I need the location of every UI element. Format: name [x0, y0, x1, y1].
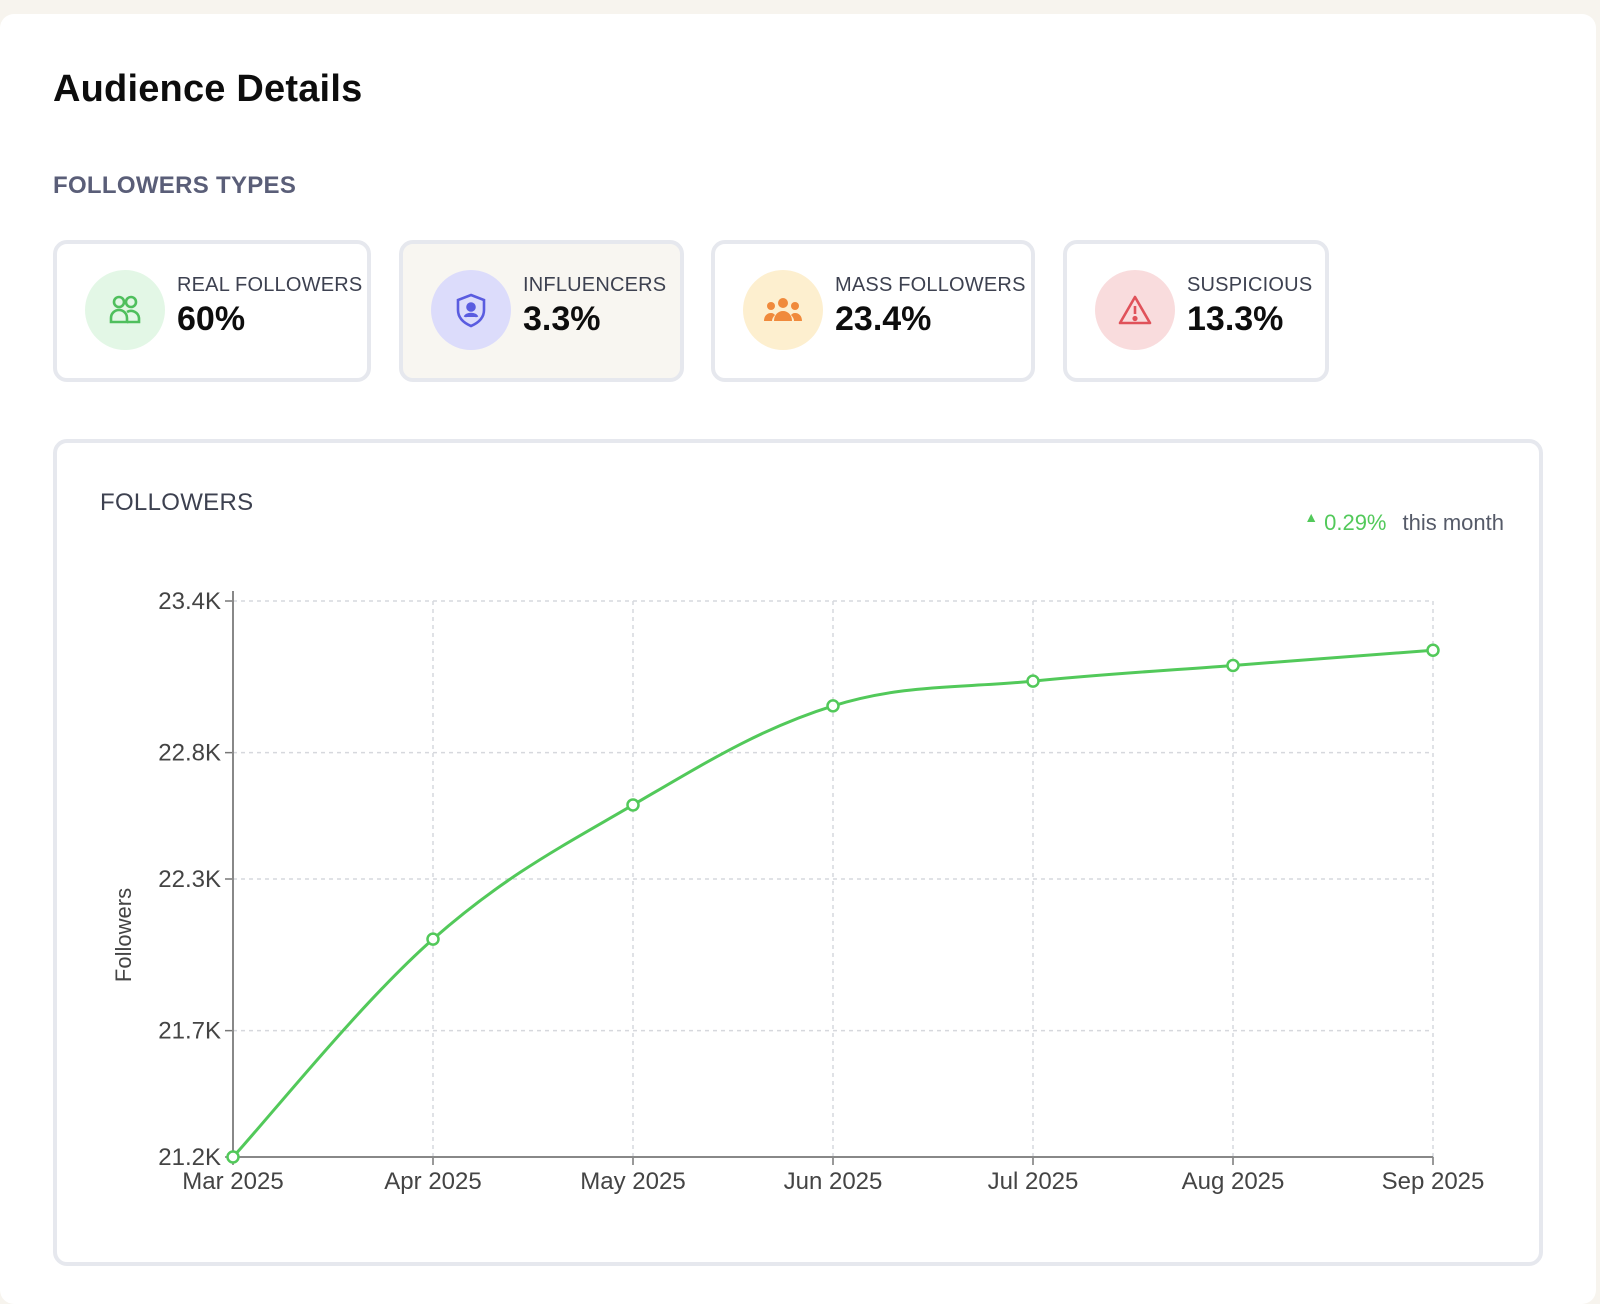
card-label: REAL FOLLOWERS [177, 274, 363, 296]
data-point [826, 699, 840, 713]
chart-title: FOLLOWERS [100, 489, 254, 516]
x-tick-label: Apr 2025 [384, 1168, 481, 1195]
series-line [231, 648, 1434, 1159]
shield-user-icon [431, 270, 511, 350]
card-mass-followers[interactable]: MASS FOLLOWERS 23.4% [711, 240, 1035, 382]
x-tick-label: Mar 2025 [182, 1168, 283, 1195]
data-point [226, 1150, 240, 1164]
card-label: INFLUENCERS [523, 274, 667, 296]
y-axis-label: Followers [111, 888, 136, 982]
card-label: MASS FOLLOWERS [835, 274, 1026, 296]
card-influencers[interactable]: INFLUENCERS 3.3% [399, 240, 684, 382]
y-tick-label: 21.2K [158, 1144, 221, 1171]
trend-up-icon: ▲ [1304, 509, 1319, 525]
card-suspicious[interactable]: SUSPICIOUS 13.3% [1063, 240, 1329, 382]
data-point [1226, 658, 1240, 673]
card-value: 60% [177, 300, 246, 338]
y-tick-label: 22.3K [158, 866, 221, 893]
card-real-followers[interactable]: REAL FOLLOWERS 60% [53, 240, 371, 382]
trend-indicator: ▲ 0.29% this month [1304, 509, 1505, 536]
y-tick-label: 22.8K [158, 740, 221, 767]
card-value: 13.3% [1187, 300, 1284, 338]
trend-value: 0.29% [1324, 510, 1387, 535]
followers-chart-card [53, 439, 1543, 1266]
card-value: 23.4% [835, 300, 932, 338]
x-tick-label: Jun 2025 [784, 1168, 883, 1195]
x-tick-label: Aug 2025 [1182, 1168, 1285, 1195]
trend-text: this month [1402, 510, 1505, 535]
followers-types-title: FOLLOWERS TYPES [53, 172, 297, 199]
users-icon [85, 270, 165, 350]
y-tick-label: 23.4K [158, 588, 221, 615]
data-point [1426, 643, 1440, 658]
data-point [626, 798, 640, 812]
y-tick-label: 21.7K [158, 1018, 221, 1045]
data-point [1026, 674, 1040, 688]
x-tick-label: May 2025 [580, 1168, 685, 1195]
group-icon [743, 270, 823, 350]
card-value: 3.3% [523, 300, 601, 338]
warning-icon [1095, 270, 1175, 350]
data-point [426, 932, 440, 946]
card-label: SUSPICIOUS [1187, 274, 1313, 296]
x-tick-label: Jul 2025 [988, 1168, 1079, 1195]
x-tick-label: Sep 2025 [1382, 1168, 1485, 1195]
page-title: Audience Details [53, 68, 363, 110]
